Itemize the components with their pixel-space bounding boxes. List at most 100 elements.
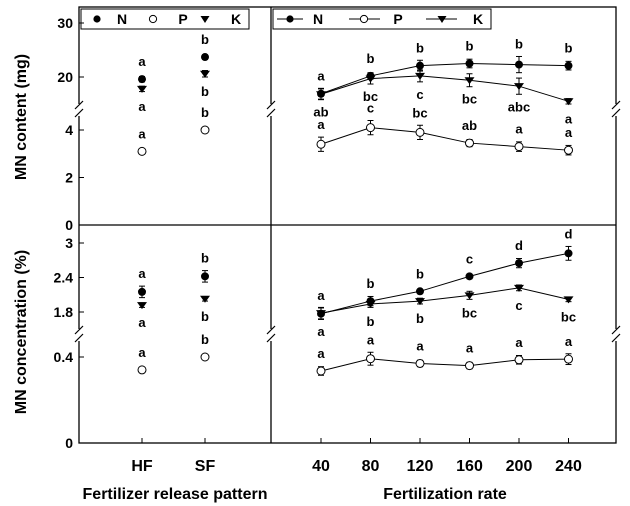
x-tick-label: 80 [362,458,380,475]
k-marker [563,98,574,106]
legend-p-marker [148,14,158,24]
significance-letter: b [367,51,375,66]
x-tick-label: 40 [312,458,330,475]
axis-break-gap [612,104,620,116]
significance-letter: b [201,332,209,347]
legend-k-label: K [473,11,483,27]
axis-break-mark [611,325,621,335]
x-tick-label: 160 [456,458,483,475]
significance-letter: a [367,332,375,347]
significance-letter: a [138,126,146,141]
legend-n-marker [286,15,294,23]
n-marker [138,287,146,296]
axis-break-gap [75,329,83,341]
k-marker [137,85,147,93]
p-marker [200,352,210,362]
y-top-tick-label: 2 [65,170,73,186]
p-marker [465,138,474,148]
significance-letter: a [138,99,146,114]
axis-break-mark [266,325,276,335]
k-marker [137,302,147,310]
significance-letter: a [515,335,523,350]
n-marker [564,249,573,258]
significance-letter: bc [412,105,427,120]
significance-letter: a [515,122,523,137]
p-marker [564,354,573,364]
y-bottom-tick-label: 0.4 [54,349,74,365]
p-marker [366,123,375,133]
significance-letter: a [565,125,573,140]
significance-letter: d [515,238,523,253]
n-marker [465,59,474,68]
k-marker [464,77,475,85]
legend-p-label: P [178,11,187,27]
p-marker [137,146,147,156]
significance-letter: a [138,315,146,330]
axis-break-gap [75,104,83,116]
k-marker [464,292,475,300]
significance-letter: b [201,32,209,47]
significance-letter: c [466,251,473,266]
legend-p-marker [359,14,369,24]
significance-letter: b [416,266,424,281]
k-marker [563,296,574,304]
significance-letter: a [317,324,325,339]
n-marker [564,61,573,70]
k-marker [365,300,376,308]
p-marker [137,365,147,375]
legend-left-box [80,8,250,30]
significance-letter: a [138,345,146,360]
k-marker [415,298,425,306]
y-bottom-tick-label: 1.8 [54,304,74,320]
k-marker [415,72,425,80]
legend-right-box [272,8,492,30]
significance-letter: ab [313,105,328,120]
p-marker [316,139,326,149]
significance-letter: ab [462,118,477,133]
p-marker [415,358,425,368]
p-marker [316,366,326,376]
axis-break-gap [267,104,275,116]
legend-n-label: N [117,11,127,27]
p-marker [366,354,375,364]
axis-break-mark [266,108,276,118]
x-tick-label: SF [195,458,216,475]
significance-letter: b [416,311,424,326]
significance-letter: bc [462,305,477,320]
p-marker [514,355,524,365]
significance-letter: bc [561,309,576,324]
significance-letter: b [367,314,375,329]
significance-letter: b [416,40,424,55]
axis-break-mark [611,100,621,110]
legend-p-label: P [393,11,402,27]
series-n-line [320,252,569,315]
legend-k-marker [437,16,447,23]
x-axis-title-right: Fertilization rate [383,486,507,503]
y-bottom-tick-label: 0 [65,435,73,451]
y-axis-title-bottom: MN concentration (%) [13,249,30,415]
significance-letter: a [317,288,325,303]
significance-letter: b [565,41,573,56]
significance-letter: c [367,101,374,116]
legend-n-marker [93,15,101,23]
p-marker [465,361,474,371]
x-axis-title-left: Fertilizer release pattern [82,486,268,503]
n-marker [201,272,209,281]
axis-break-mark [74,108,84,118]
axis-break-mark [74,325,84,335]
legend-left: N P K [80,8,250,30]
p-marker [514,142,524,152]
series-p-line [320,127,569,151]
y-top-tick-label: 30 [57,15,73,31]
n-marker [416,61,424,70]
significance-letter: a [317,346,325,361]
y-top-tick-label: 20 [57,69,73,85]
significance-letter: a [138,266,146,281]
p-marker [200,125,210,135]
n-marker [515,259,523,268]
axis-break-mark [74,100,84,110]
significance-letter: abc [508,99,530,114]
legend-right: N P K [272,8,492,30]
axis-break-gap [612,329,620,341]
series-k-line [320,75,569,102]
